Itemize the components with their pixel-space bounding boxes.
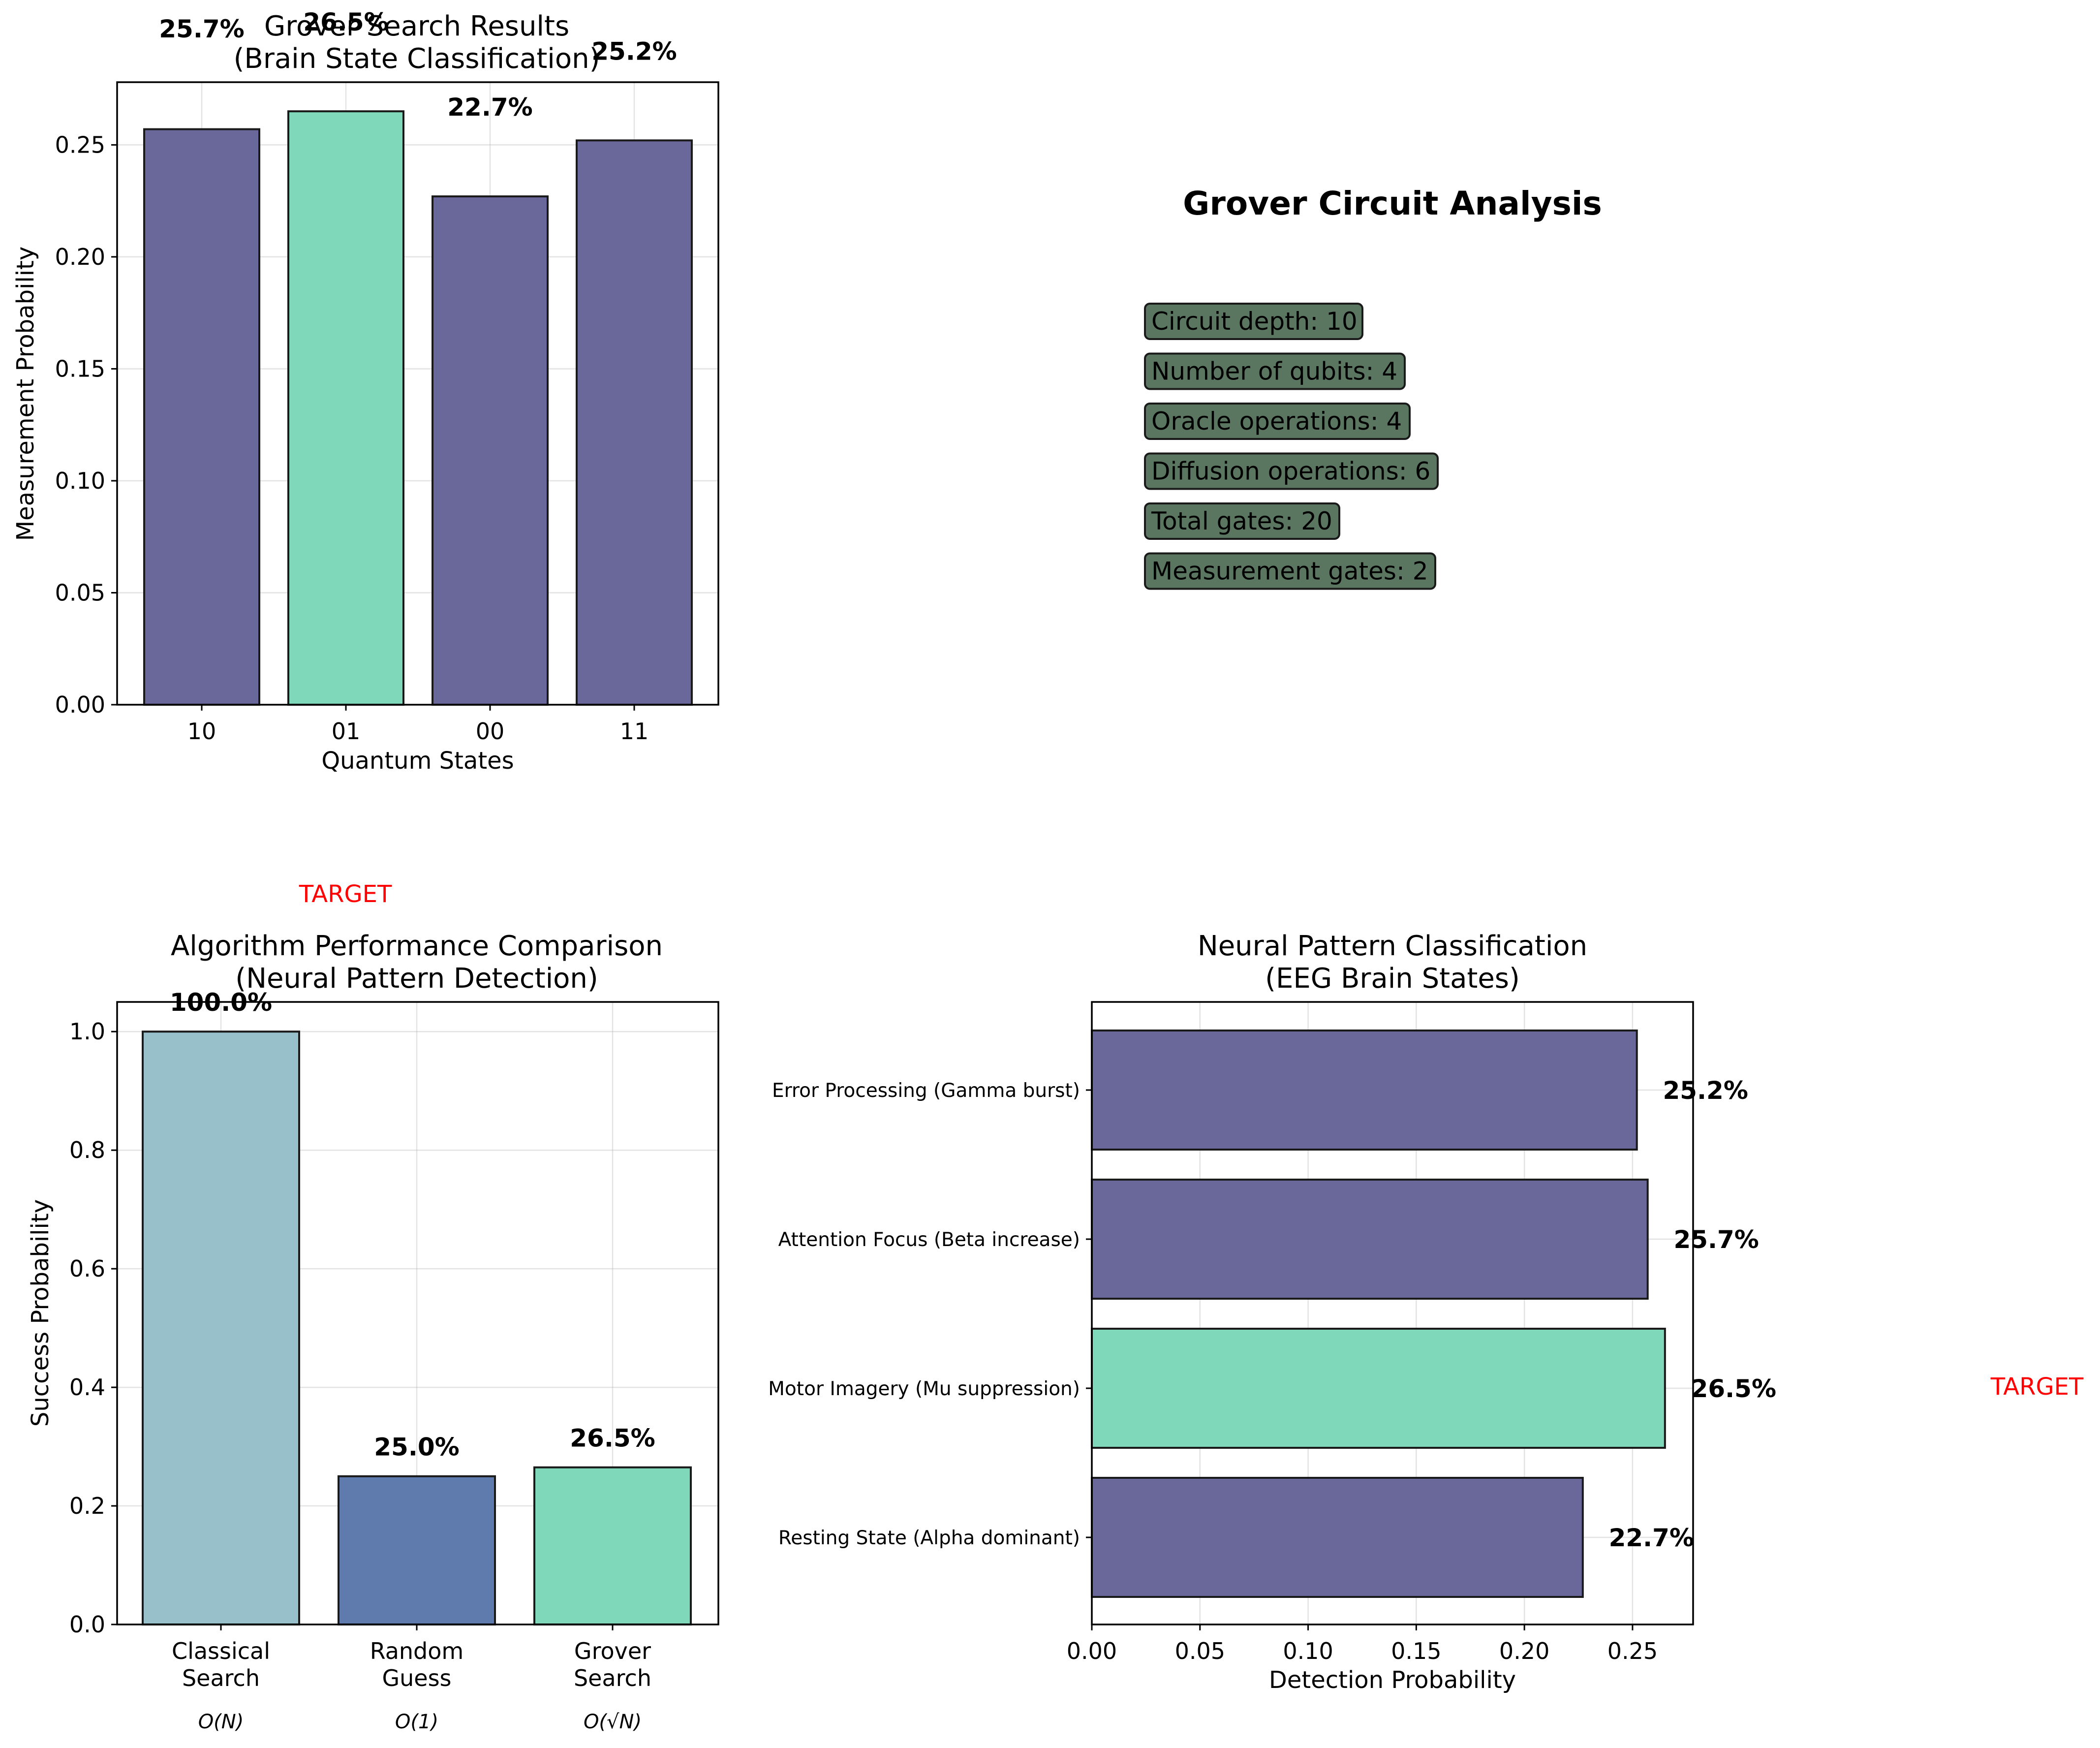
value-label: 22.7% [447,93,532,122]
x-ticks: Classical Search O(N) Random Guess O(1) Grover… [172,1624,651,1733]
bar-state-4 [1091,1030,1638,1151]
bars [1091,1030,1666,1598]
bar-state-1 [1091,1477,1584,1598]
stat-text: Oracle operations: 4 [1151,407,1402,436]
x-tick-label: Grover Search [574,1638,651,1691]
stat-text: Diffusion operations: 6 [1151,457,1430,486]
stat-box [1144,403,1411,440]
value-label: 26.5% [303,8,388,36]
plot-frame [116,1001,719,1625]
x-ticks: 0.00 0.05 0.10 0.15 0.20 0.25 [1067,1624,1658,1664]
x-tick-label: 10 [187,718,216,745]
bar-01 [287,110,404,706]
value-label: 100.0% [170,988,272,1017]
x-axis-label: Detection Probability [1269,1666,1516,1694]
y-tick-label: Motor Imagery (Mu suppression) [768,1378,1080,1400]
y-ticks: 0.0 0.2 0.4 0.6 0.8 1.0 [69,1018,117,1638]
x-tick-label: 0.20 [1499,1638,1549,1664]
y-tick-label: 0.00 [55,691,105,718]
x-tick-label: Classical Search [172,1638,270,1691]
y-tick-label: 0.4 [69,1374,105,1401]
neural-classification-chart: Neural Pattern Classification (EEG Brain … [768,930,1776,1694]
x-tick-label: 0.15 [1391,1638,1441,1664]
y-tick-label: 0.20 [55,244,105,270]
y-axis-label: Measurement Probability [12,247,39,541]
bar-11 [576,139,693,706]
y-tick-label: Error Processing (Gamma burst) [772,1080,1080,1102]
x-tick-label: 01 [332,718,361,745]
value-label: 26.5% [570,1424,655,1453]
bars [142,1030,692,1626]
value-label: 26.5% [1691,1374,1776,1403]
stat-text: Circuit depth: 10 [1151,307,1358,336]
target-label: TARGET [1990,1373,2084,1401]
value-label: 25.7% [1673,1225,1759,1254]
y-tick-label: 0.8 [69,1137,105,1163]
circuit-analysis-panel: Grover Circuit Analysis Circuit depth: 1… [1144,185,1602,590]
value-label: 25.2% [1663,1076,1748,1105]
value-label: 25.7% [159,15,244,43]
bar-random-guess [338,1475,496,1626]
y-tick-label: 0.2 [69,1493,105,1519]
target-label: TARGET [299,880,392,908]
y-tick-label: 0.05 [55,579,105,606]
stat-box [1144,552,1436,590]
grover-results-chart: Grover Search Results (Brain State Classi… [12,8,719,775]
chart-title: Algorithm Performance Comparison (Neural … [171,930,663,995]
bars [143,110,693,706]
stat-text: Measurement gates: 2 [1151,557,1428,586]
y-tick-label: 0.10 [55,468,105,494]
stat-box [1144,352,1406,390]
stat-box [1144,452,1439,490]
algorithm-comparison-chart: Algorithm Performance Comparison (Neural … [27,930,719,1733]
complexity-label: O(N) [198,1711,244,1733]
y-tick-label: Attention Focus (Beta increase) [778,1229,1080,1251]
value-labels: 100.0% 25.0% 26.5% [170,988,655,1462]
bar-state-2 [1091,1328,1666,1449]
x-tick-label: Random Guess [370,1638,463,1691]
x-axis-label: Quantum States [321,747,514,775]
value-labels: 22.7% 26.5% 25.7% 25.2% [1609,1076,1777,1552]
x-tick-label: 0.05 [1175,1638,1225,1664]
stat-text: Number of qubits: 4 [1151,357,1397,386]
y-tick-label: 0.25 [55,131,105,158]
y-tick-label: 0.6 [69,1255,105,1282]
plot-frame [1091,1001,1694,1625]
value-labels: 25.7% 26.5% 22.7% 25.2% [159,8,677,122]
bar-10 [143,128,260,706]
x-ticks: 10 01 00 11 [187,705,649,745]
y-tick-label: Resting State (Alpha dominant) [778,1527,1080,1549]
y-ticks: Resting State (Alpha dominant) Motor Imag… [768,1080,1092,1549]
x-tick-label: 0.10 [1283,1638,1333,1664]
stat-box [1144,502,1340,540]
stat-text: Total gates: 20 [1151,507,1332,535]
chart-title: Neural Pattern Classification (EEG Brain … [1198,930,1587,995]
value-label: 25.2% [591,37,677,65]
y-tick-label: 0.0 [69,1611,105,1638]
value-label: 25.0% [374,1433,459,1462]
value-label: 22.7% [1609,1524,1694,1552]
bar-state-3 [1091,1179,1649,1300]
y-tick-label: 0.15 [55,355,105,382]
y-tick-label: 1.0 [69,1018,105,1045]
bar-00 [432,195,549,706]
bar-classical-search [142,1030,300,1625]
y-axis-label: Success Probability [27,1199,54,1427]
stat-box [1144,303,1363,340]
x-tick-label: 00 [476,718,505,745]
complexity-label: O(1) [395,1711,438,1733]
circuit-stats: Circuit depth: 10 Number of qubits: 4 Orac… [1144,303,1439,590]
panel-title: Grover Circuit Analysis [1183,185,1602,222]
complexity-label: O(√N) [584,1711,642,1733]
x-tick-label: 11 [620,718,649,745]
x-tick-label: 0.00 [1067,1638,1117,1664]
y-ticks: 0.00 0.05 0.10 0.15 0.20 0.25 [55,131,117,718]
x-tick-label: 0.25 [1607,1638,1658,1664]
plot-frame [116,81,719,706]
chart-title: Grover Search Results (Brain State Classi… [234,10,600,75]
bar-grover-search [533,1466,692,1625]
